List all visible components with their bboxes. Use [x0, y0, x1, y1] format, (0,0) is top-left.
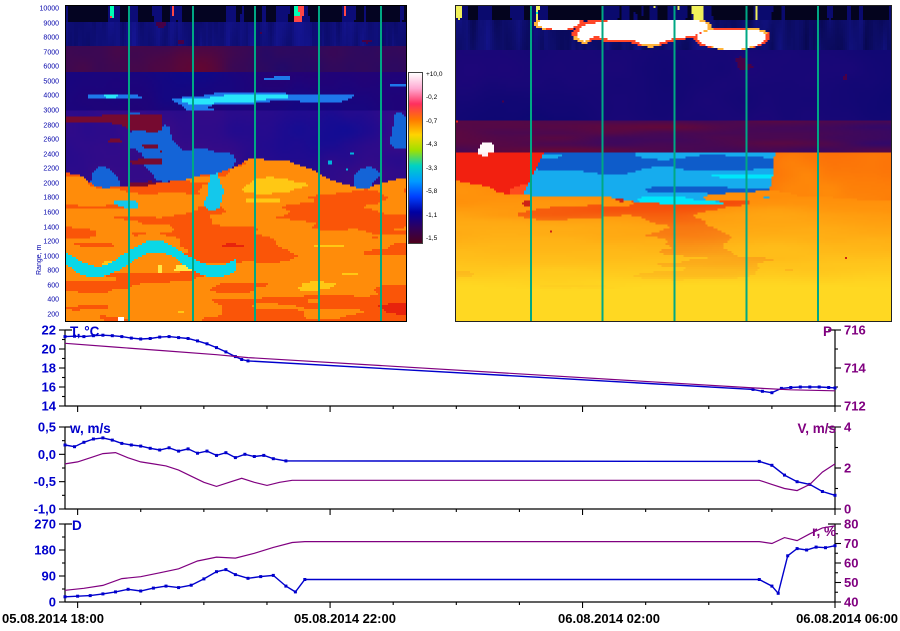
- range-tick-label: 2600: [43, 136, 59, 144]
- range-tick-label: 200: [47, 311, 59, 319]
- range-tick-label: 600: [47, 282, 59, 290]
- pressure-axis-label: P: [822, 324, 832, 339]
- colorbar-tick-label: -0,7: [426, 117, 438, 125]
- vertical-wind-axis-label: w, m/s: [70, 421, 111, 436]
- svg-text:90: 90: [42, 569, 56, 584]
- svg-text:22: 22: [42, 323, 56, 338]
- svg-text:20: 20: [42, 342, 56, 357]
- wind-speed-plot: 0,5 0,0 -0,5 -1,0 4 2 0: [34, 420, 852, 517]
- svg-text:0,5: 0,5: [38, 420, 56, 435]
- svg-text:0: 0: [49, 595, 56, 609]
- svg-text:2: 2: [844, 461, 851, 476]
- time-axis-labels: 05.08.2014 18:00 05.08.2014 22:00 06.08.…: [0, 608, 900, 631]
- colorbar-tick-label: -3,3: [426, 164, 438, 172]
- svg-text:270: 270: [34, 517, 56, 532]
- range-tick-label: 800: [47, 267, 59, 275]
- horizontal-wind-axis-label: V, m/s: [797, 421, 836, 436]
- lidar-heatmap-left: [65, 5, 407, 322]
- svg-text:714: 714: [844, 361, 866, 376]
- wind-speed-chart: w, m/s V, m/s 0,5 0,0 -0,5 -1,0 4 2 0: [0, 415, 900, 517]
- colorbar: +10,0 -0,2 -0,7 -4,3 -3,3 -5,8 -1,1 -1,5: [408, 70, 454, 244]
- humidity-axis-label: r, %: [811, 524, 836, 539]
- colorbar-tick-label: -5,8: [426, 187, 438, 195]
- svg-text:712: 712: [844, 399, 866, 414]
- svg-text:4: 4: [844, 420, 852, 435]
- time-label-0600: 06.08.2014 06:00: [796, 611, 898, 626]
- svg-text:716: 716: [844, 323, 866, 338]
- time-label-0200: 06.08.2014 02:00: [558, 611, 660, 626]
- svg-text:-1,0: -1,0: [34, 502, 56, 517]
- colorbar-tick-label: -4,3: [426, 141, 438, 149]
- range-tick-label: 7000: [43, 49, 59, 57]
- colorbar-tick-label: -1,5: [426, 234, 438, 242]
- svg-text:180: 180: [34, 543, 56, 558]
- range-tick-label: 3000: [43, 107, 59, 115]
- wind-direction-axis-label: D: [72, 518, 82, 533]
- range-tick-label: 4000: [43, 92, 59, 100]
- direction-humidity-plot: 270 180 90 0 80 70 60 50 40: [34, 517, 858, 609]
- range-tick-label: 1800: [43, 194, 59, 202]
- heatmap-section: 10000 9000 8000 7000 6000 5000 4000 3000 2800 260…: [0, 5, 892, 322]
- range-tick-label: 10000: [39, 5, 59, 13]
- colorbar-tick-label: -1,1: [426, 211, 438, 219]
- range-tick-label: 9000: [43, 20, 59, 28]
- svg-text:16: 16: [42, 380, 56, 395]
- temperature-pressure-chart: T, °C P 22 20 18 16 14 716 714 712: [0, 322, 900, 415]
- range-tick-label: 5000: [43, 78, 59, 86]
- direction-humidity-chart: D r, % 270 180 90 0 80 70 60 50 40: [0, 516, 900, 608]
- range-tick-label: 1600: [43, 209, 59, 217]
- svg-text:60: 60: [844, 556, 858, 571]
- svg-text:0: 0: [844, 502, 851, 517]
- temperature-axis-label: T, °C: [70, 324, 100, 339]
- range-axis: 10000 9000 8000 7000 6000 5000 4000 3000 2800 260…: [0, 5, 62, 320]
- range-tick-label: 8000: [43, 34, 59, 42]
- temperature-pressure-plot: 22 20 18 16 14 716 714 712: [42, 323, 867, 414]
- range-tick-label: 1200: [43, 238, 59, 246]
- range-tick-label: 2800: [43, 122, 59, 130]
- time-label-1800: 05.08.2014 18:00: [2, 611, 104, 626]
- range-tick-label: 2400: [43, 151, 59, 159]
- range-tick-label: 2200: [43, 165, 59, 173]
- svg-text:50: 50: [844, 575, 858, 590]
- range-tick-label: 1000: [43, 253, 59, 261]
- colorbar-scale: [408, 72, 423, 244]
- svg-text:40: 40: [844, 595, 858, 609]
- svg-text:0,0: 0,0: [38, 447, 56, 462]
- svg-text:70: 70: [844, 536, 858, 551]
- range-tick-label: 1400: [43, 224, 59, 232]
- svg-text:-0,5: -0,5: [34, 474, 56, 489]
- colorbar-tick-label: +10,0: [426, 70, 443, 78]
- range-axis-title: Range, m: [36, 244, 43, 275]
- colorbar-tick-label: -0,2: [426, 94, 438, 102]
- svg-text:80: 80: [844, 517, 858, 532]
- range-tick-label: 2000: [43, 180, 59, 188]
- svg-text:14: 14: [42, 399, 57, 414]
- lidar-heatmap-right: [455, 5, 892, 322]
- svg-text:18: 18: [42, 361, 56, 376]
- time-label-2200: 05.08.2014 22:00: [294, 611, 396, 626]
- range-tick-label: 400: [47, 296, 59, 304]
- range-tick-label: 6000: [43, 63, 59, 71]
